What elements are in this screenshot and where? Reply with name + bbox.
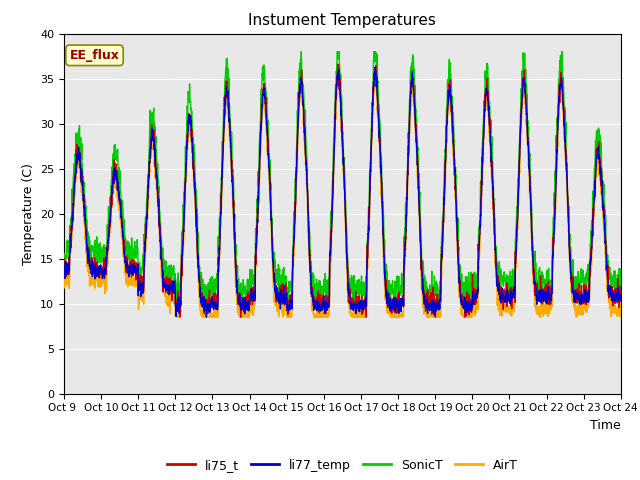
- Y-axis label: Temperature (C): Temperature (C): [22, 163, 35, 264]
- X-axis label: Time: Time: [590, 419, 621, 432]
- Text: EE_flux: EE_flux: [70, 49, 120, 62]
- Legend: li75_t, li77_temp, SonicT, AirT: li75_t, li77_temp, SonicT, AirT: [163, 454, 522, 477]
- Title: Instument Temperatures: Instument Temperatures: [248, 13, 436, 28]
